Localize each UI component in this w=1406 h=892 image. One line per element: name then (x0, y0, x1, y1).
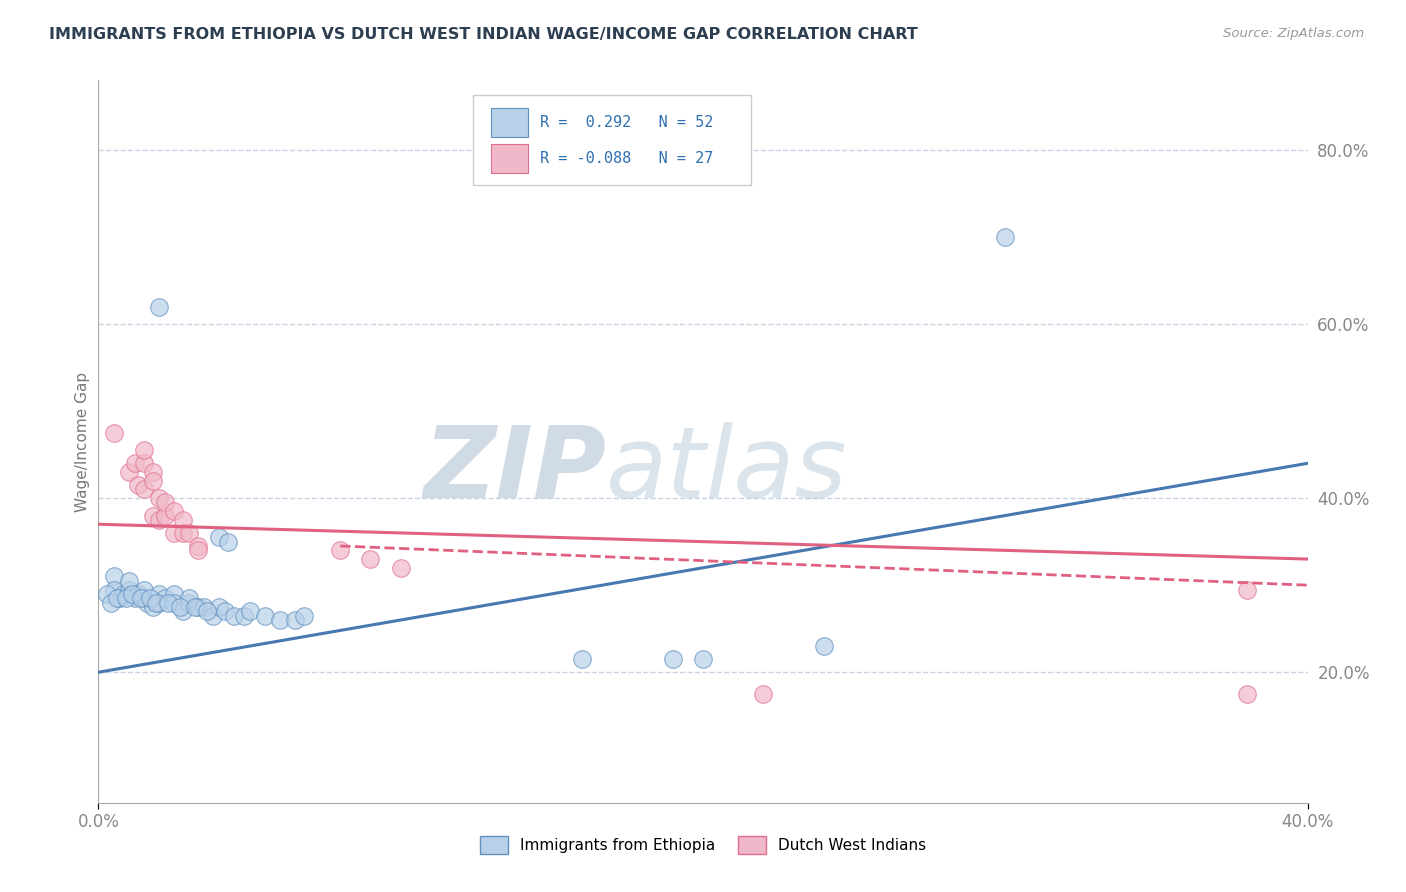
Point (169, 599, 191, 614)
Bar (492, 108, 527, 136)
Point (156, 596, 179, 610)
Point (163, 504, 186, 518)
Point (292, 608, 315, 623)
Point (571, 652, 593, 666)
Point (661, 652, 683, 666)
Point (108, 591, 131, 606)
Point (269, 613, 291, 627)
Point (142, 599, 165, 614)
Point (360, 552, 382, 566)
Legend: Immigrants from Ethiopia, Dutch West Indians: Immigrants from Ethiopia, Dutch West Ind… (474, 830, 932, 860)
Point (142, 474, 165, 488)
Point (148, 587, 170, 601)
Point (132, 582, 155, 597)
Point (179, 591, 201, 606)
Point (193, 599, 215, 614)
Point (202, 608, 225, 623)
Point (1236, 687, 1258, 701)
Point (253, 608, 276, 623)
Point (153, 508, 176, 523)
Text: ZIP: ZIP (423, 422, 606, 519)
Point (153, 591, 176, 606)
Point (813, 639, 835, 653)
Bar (492, 144, 527, 173)
Point (114, 591, 136, 606)
Point (124, 591, 146, 606)
Point (172, 525, 194, 540)
Point (103, 582, 125, 597)
Point (195, 604, 218, 618)
Point (142, 465, 165, 479)
Point (208, 530, 231, 544)
Text: IMMIGRANTS FROM ETHIOPIA VS DUTCH WEST INDIAN WAGE/INCOME GAP CORRELATION CHART: IMMIGRANTS FROM ETHIOPIA VS DUTCH WEST I… (49, 27, 918, 42)
Point (127, 587, 149, 601)
Text: R = -0.088   N = 27: R = -0.088 N = 27 (540, 151, 713, 166)
Point (148, 300, 170, 314)
Point (239, 604, 262, 618)
Point (389, 561, 412, 575)
Point (100, 596, 122, 610)
Text: R =  0.292   N = 52: R = 0.292 N = 52 (540, 115, 713, 129)
Point (752, 687, 775, 701)
Point (118, 574, 141, 588)
Point (208, 599, 231, 614)
Point (121, 587, 143, 601)
Point (148, 596, 170, 610)
Point (111, 587, 134, 601)
Point (118, 582, 141, 597)
Point (184, 599, 207, 614)
Point (127, 478, 149, 492)
Text: Source: ZipAtlas.com: Source: ZipAtlas.com (1223, 27, 1364, 40)
Point (129, 591, 152, 606)
Point (148, 491, 170, 505)
Point (145, 596, 167, 610)
Point (132, 456, 155, 470)
Point (103, 425, 125, 440)
Point (105, 591, 128, 606)
Y-axis label: Wage/Income Gap: Wage/Income Gap (75, 371, 90, 512)
FancyBboxPatch shape (474, 95, 751, 185)
Point (163, 596, 186, 610)
Point (994, 230, 1017, 244)
Point (1236, 582, 1258, 597)
Point (217, 534, 239, 549)
Point (692, 652, 714, 666)
Point (118, 465, 141, 479)
Point (132, 443, 155, 458)
Point (132, 591, 155, 606)
Point (163, 587, 186, 601)
Point (179, 525, 201, 540)
Point (139, 591, 162, 606)
Point (163, 525, 186, 540)
Point (172, 513, 194, 527)
Text: atlas: atlas (606, 422, 848, 519)
Point (224, 608, 246, 623)
Point (232, 608, 254, 623)
Point (284, 613, 307, 627)
Point (103, 569, 125, 583)
Point (96, 587, 118, 601)
Point (142, 508, 165, 523)
Point (329, 543, 352, 558)
Point (124, 456, 146, 470)
Point (187, 539, 209, 553)
Point (172, 604, 194, 618)
Point (148, 513, 170, 527)
Point (153, 495, 176, 509)
Point (187, 599, 209, 614)
Point (135, 596, 157, 610)
Point (132, 483, 155, 497)
Point (187, 543, 209, 558)
Point (214, 604, 236, 618)
Point (179, 596, 201, 610)
